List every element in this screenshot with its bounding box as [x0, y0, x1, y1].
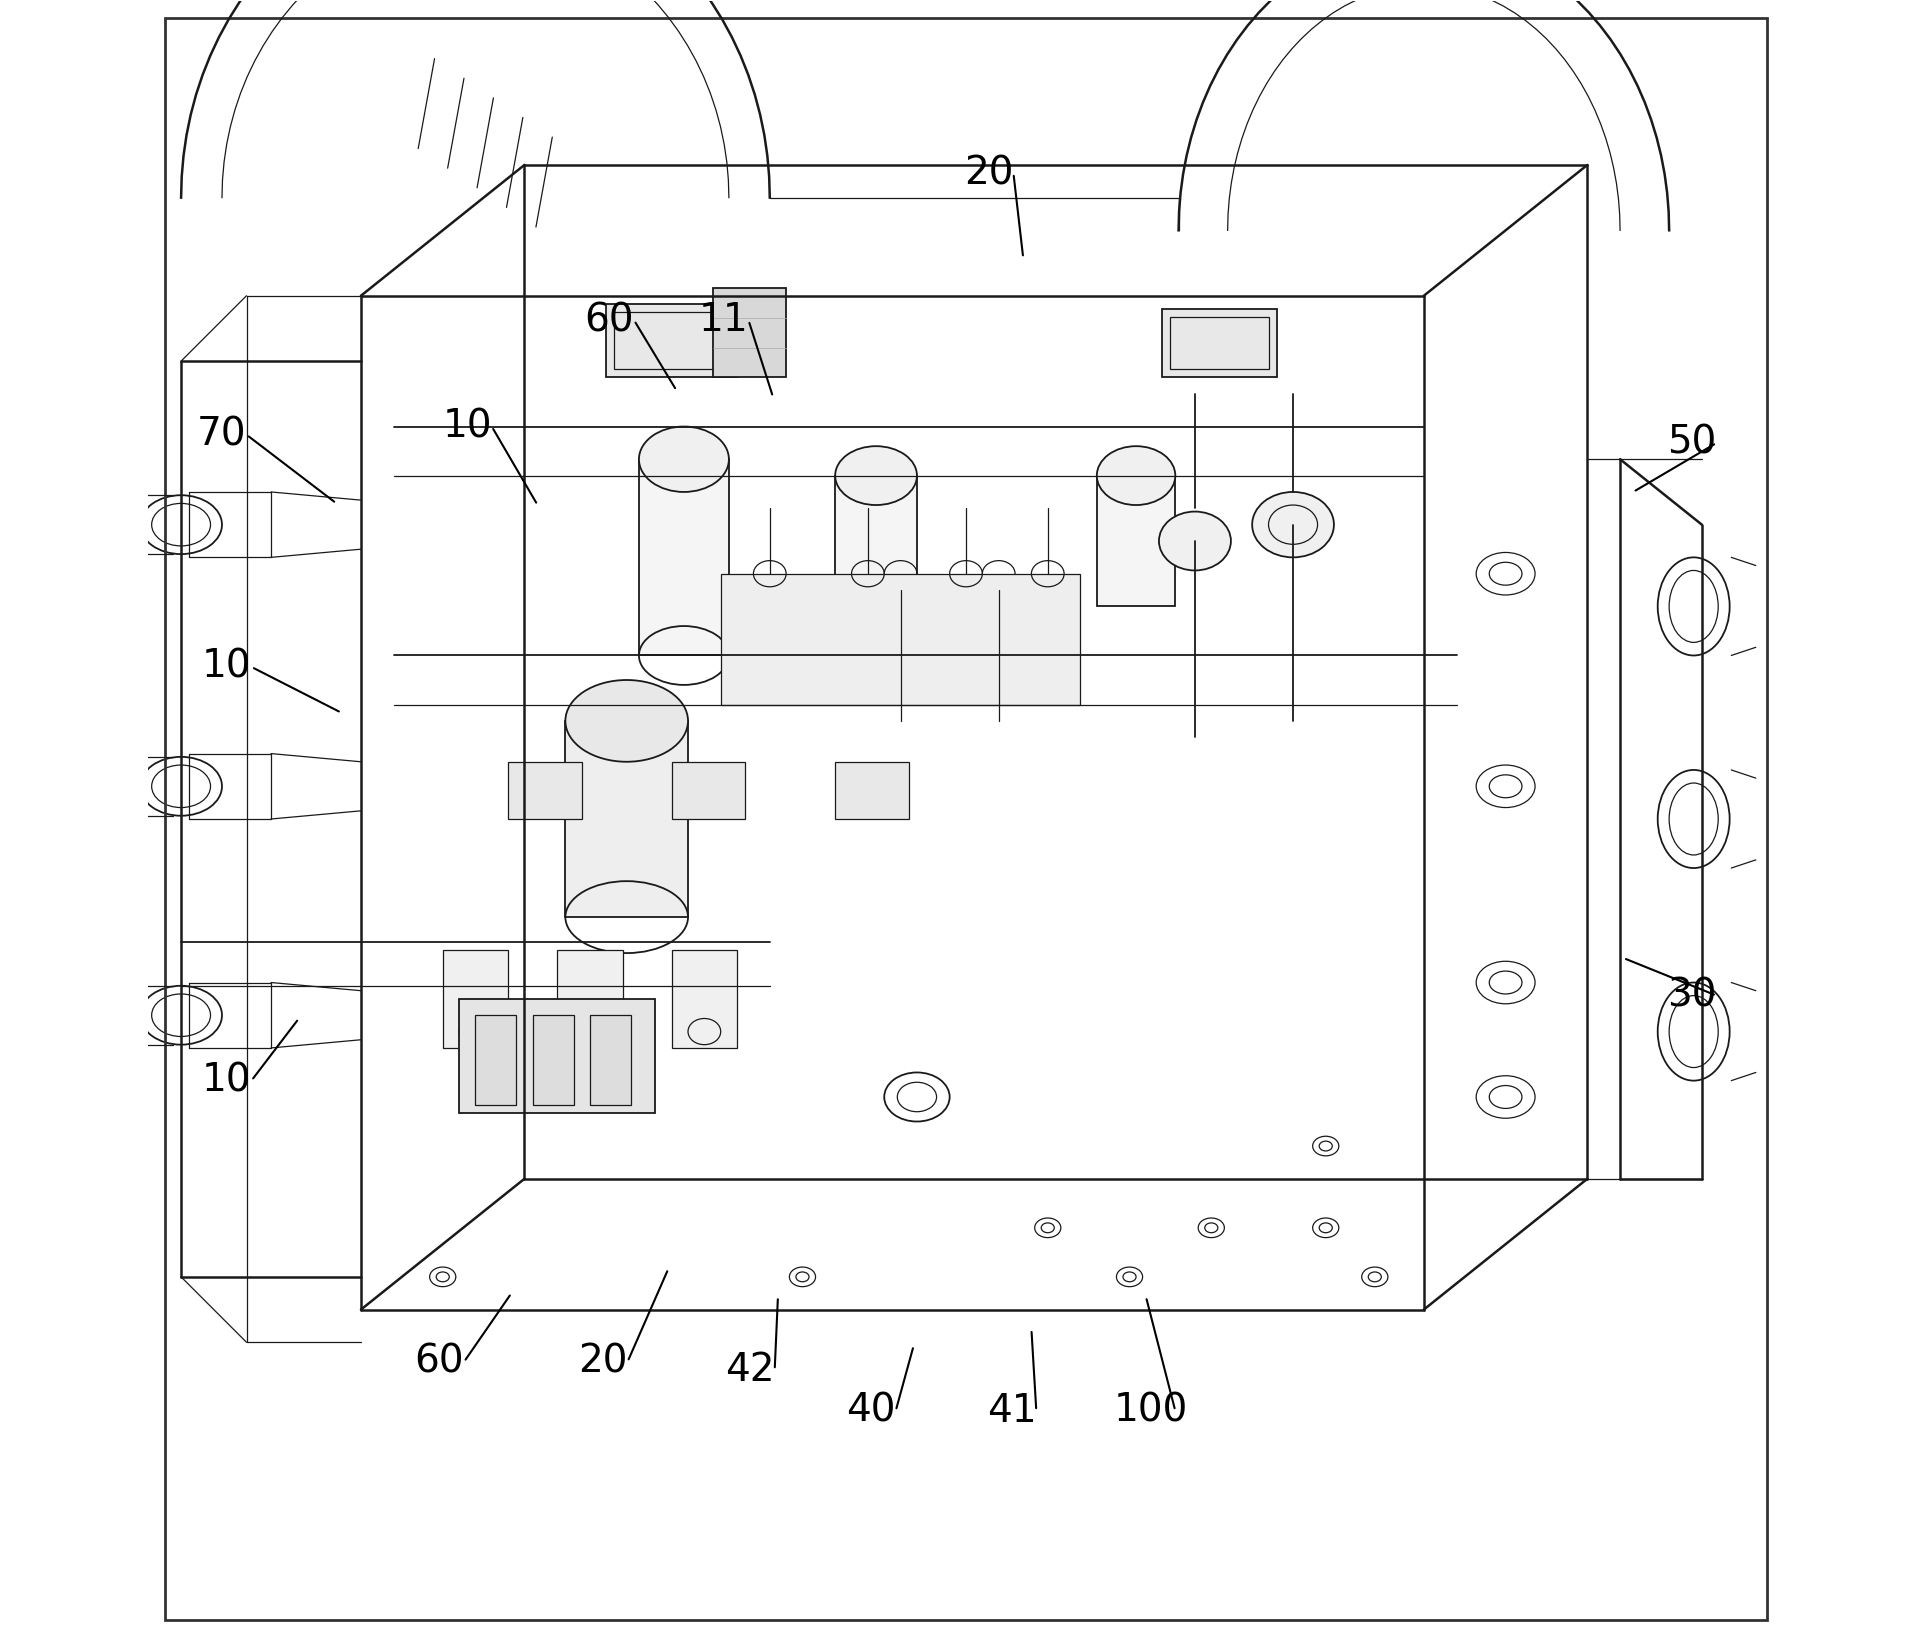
Bar	[556, 950, 622, 1048]
Text: 60: 60	[585, 301, 634, 339]
Bar	[533, 1016, 574, 1106]
Bar	[614, 313, 728, 369]
Ellipse shape	[1252, 491, 1333, 557]
Text: 10: 10	[203, 649, 251, 686]
Ellipse shape	[566, 680, 688, 762]
Text: 50: 50	[1667, 424, 1718, 462]
Text: 20: 20	[964, 154, 1014, 192]
Text: 100: 100	[1113, 1392, 1188, 1430]
Bar	[639, 459, 728, 655]
Bar	[1171, 318, 1269, 369]
Text: 10: 10	[203, 1061, 251, 1099]
Ellipse shape	[1159, 511, 1231, 570]
Bar	[721, 573, 1080, 704]
Text: 20: 20	[578, 1343, 628, 1381]
Bar	[672, 762, 746, 819]
Bar	[460, 999, 655, 1114]
Text: 40: 40	[846, 1392, 896, 1430]
Bar	[607, 305, 738, 377]
Text: 41: 41	[987, 1392, 1037, 1430]
Ellipse shape	[1097, 446, 1175, 505]
Bar	[713, 288, 786, 377]
Bar	[475, 1016, 516, 1106]
Bar	[442, 950, 508, 1048]
Text: 70: 70	[197, 416, 247, 454]
Text: 10: 10	[442, 408, 493, 446]
Bar	[566, 721, 688, 917]
Text: 42: 42	[724, 1351, 775, 1389]
Text: 60: 60	[415, 1343, 464, 1381]
Text: 30: 30	[1667, 976, 1718, 1014]
Text: 11: 11	[699, 301, 750, 339]
Bar	[508, 762, 582, 819]
Bar	[672, 950, 738, 1048]
Bar	[1163, 310, 1277, 377]
Bar	[1097, 475, 1175, 606]
Ellipse shape	[639, 426, 728, 491]
Ellipse shape	[835, 446, 918, 505]
Bar	[589, 1016, 630, 1106]
Bar	[835, 762, 908, 819]
Bar	[835, 475, 918, 622]
